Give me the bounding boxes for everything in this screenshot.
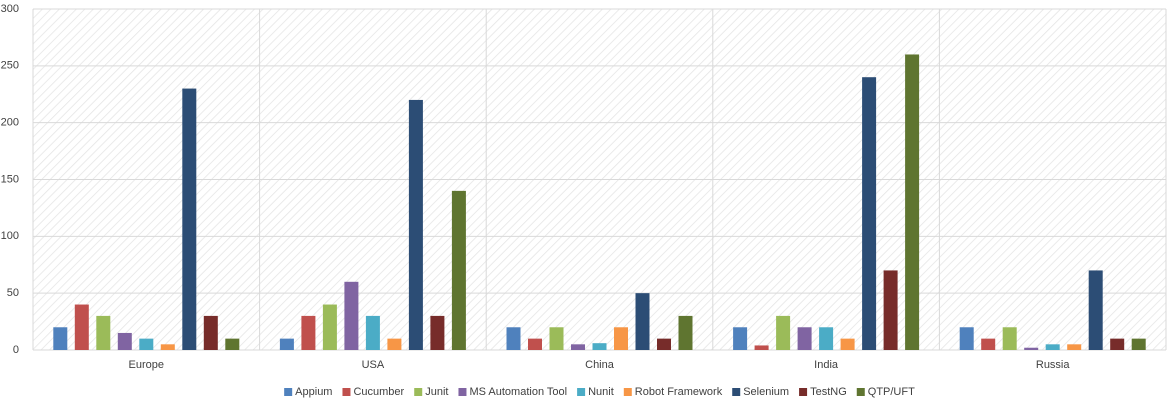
bar xyxy=(322,304,337,350)
x-tick-label: India xyxy=(814,359,839,371)
bar xyxy=(1131,338,1146,350)
x-tick-label: China xyxy=(585,359,615,371)
bar xyxy=(279,338,294,350)
bar xyxy=(776,315,791,350)
bar xyxy=(797,327,812,350)
bar xyxy=(387,338,402,350)
legend-swatch xyxy=(799,388,808,396)
bar xyxy=(117,332,132,350)
bar xyxy=(1002,327,1017,350)
bar xyxy=(614,327,628,350)
bar xyxy=(754,345,769,350)
legend-swatch xyxy=(414,388,423,396)
legend-swatch xyxy=(458,388,467,396)
y-tick-label: 50 xyxy=(7,287,19,299)
legend-label: QTP/UFT xyxy=(868,386,915,398)
y-tick-label: 100 xyxy=(1,230,19,242)
bar xyxy=(981,338,996,350)
bar xyxy=(678,315,693,350)
x-tick-label: Europe xyxy=(129,359,164,371)
bar xyxy=(549,327,564,350)
legend-swatch xyxy=(732,388,741,396)
legend-swatch xyxy=(623,388,632,396)
bar xyxy=(203,315,218,350)
bar xyxy=(408,99,423,350)
bar xyxy=(365,315,380,350)
legend-label: Cucumber xyxy=(353,386,404,398)
x-tick-label: USA xyxy=(362,359,385,371)
bar xyxy=(1045,344,1060,350)
y-tick-label: 150 xyxy=(1,173,19,185)
bar xyxy=(182,88,197,351)
bar xyxy=(862,77,877,350)
y-tick-label: 250 xyxy=(1,60,19,72)
legend-label: Junit xyxy=(425,386,448,398)
x-tick-label: Russia xyxy=(1036,359,1071,371)
bar xyxy=(905,54,920,350)
bar xyxy=(74,304,89,350)
bar xyxy=(53,327,68,350)
bar xyxy=(451,190,466,350)
bar xyxy=(635,293,650,350)
legend-swatch xyxy=(577,388,586,396)
bar xyxy=(430,315,445,350)
legend-label: Nunit xyxy=(588,386,614,398)
bar xyxy=(1067,344,1082,350)
bar xyxy=(139,338,154,350)
bar xyxy=(160,344,175,350)
bar xyxy=(883,270,898,350)
bar xyxy=(657,338,671,350)
bar xyxy=(225,338,240,350)
bar xyxy=(733,327,748,350)
bar xyxy=(1024,347,1039,350)
y-tick-label: 0 xyxy=(13,344,19,356)
bar xyxy=(571,344,585,350)
bar xyxy=(96,315,111,350)
bar xyxy=(959,327,974,350)
legend-swatch xyxy=(284,388,293,396)
bar xyxy=(506,327,521,350)
bar xyxy=(840,338,855,350)
bar xyxy=(1110,338,1125,350)
legend-label: Selenium xyxy=(743,386,789,398)
bar xyxy=(528,338,542,350)
y-tick-label: 300 xyxy=(1,3,19,15)
bar xyxy=(344,281,359,350)
legend-label: TestNG xyxy=(810,386,847,398)
bar xyxy=(592,343,607,350)
legend-label: Appium xyxy=(295,386,332,398)
legend-label: Robot Framework xyxy=(635,386,723,398)
legend-swatch xyxy=(342,388,351,396)
y-tick-label: 200 xyxy=(1,117,19,129)
bar xyxy=(1088,270,1103,350)
bar xyxy=(301,315,316,350)
legend-swatch xyxy=(856,388,865,396)
legend-label: MS Automation Tool xyxy=(469,386,567,398)
bar xyxy=(819,327,834,350)
